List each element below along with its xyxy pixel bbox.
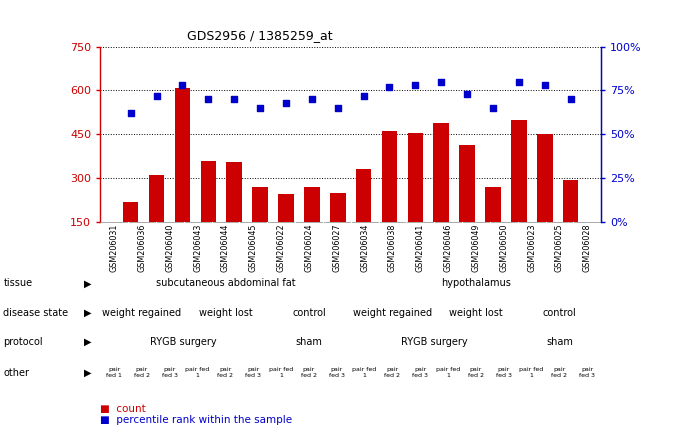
Text: control: control [292, 308, 326, 317]
Point [410, 82, 421, 89]
Bar [485, 187, 501, 266]
Bar [408, 133, 423, 266]
Text: GSM206044: GSM206044 [221, 224, 230, 272]
Text: GSM206022: GSM206022 [276, 224, 285, 273]
Point [513, 78, 524, 85]
Text: GSM206025: GSM206025 [555, 224, 564, 273]
Bar [252, 187, 268, 266]
Point [306, 96, 317, 103]
Text: tissue: tissue [3, 278, 32, 288]
Bar [227, 162, 242, 266]
Text: weight regained: weight regained [102, 308, 182, 317]
Text: pair fed
1: pair fed 1 [269, 367, 293, 378]
Bar [200, 161, 216, 266]
Point [487, 104, 498, 111]
Text: pair
fed 3: pair fed 3 [162, 367, 178, 378]
Text: control: control [542, 308, 576, 317]
Bar [149, 175, 164, 266]
Point [436, 78, 447, 85]
Text: weight lost: weight lost [198, 308, 252, 317]
Text: GSM206045: GSM206045 [249, 224, 258, 272]
Text: GSM206028: GSM206028 [583, 224, 591, 272]
Point [358, 92, 369, 99]
Point [254, 104, 265, 111]
Text: GSM206027: GSM206027 [332, 224, 341, 273]
Point [229, 96, 240, 103]
Text: GSM206049: GSM206049 [471, 224, 480, 272]
Point [177, 82, 188, 89]
Text: pair
fed 2: pair fed 2 [301, 367, 317, 378]
Bar [537, 135, 553, 266]
Text: pair fed
1: pair fed 1 [520, 367, 544, 378]
Text: pair
fed 3: pair fed 3 [245, 367, 261, 378]
Text: pair fed
1: pair fed 1 [352, 367, 377, 378]
Text: GDS2956 / 1385259_at: GDS2956 / 1385259_at [187, 29, 332, 42]
Text: ■  count: ■ count [100, 404, 146, 414]
Text: GSM206040: GSM206040 [165, 224, 174, 272]
Text: weight lost: weight lost [449, 308, 503, 317]
Bar [433, 123, 449, 266]
Text: RYGB surgery: RYGB surgery [151, 337, 217, 347]
Text: pair
fed 2: pair fed 2 [134, 367, 150, 378]
Text: pair
fed 2: pair fed 2 [218, 367, 234, 378]
Text: pair fed
1: pair fed 1 [185, 367, 210, 378]
Text: pair
fed 1: pair fed 1 [106, 367, 122, 378]
Text: ■  percentile rank within the sample: ■ percentile rank within the sample [100, 415, 292, 425]
Text: sham: sham [546, 337, 573, 347]
Point [462, 91, 473, 98]
Text: ▶: ▶ [84, 278, 91, 288]
Text: pair
fed 2: pair fed 2 [384, 367, 400, 378]
Text: sham: sham [296, 337, 323, 347]
Point [539, 82, 550, 89]
Point [384, 83, 395, 91]
Text: hypothalamus: hypothalamus [441, 278, 511, 288]
Bar [330, 193, 346, 266]
Point [281, 99, 292, 106]
Point [151, 92, 162, 99]
Text: pair
fed 3: pair fed 3 [413, 367, 428, 378]
Bar [304, 187, 320, 266]
Text: pair
fed 2: pair fed 2 [551, 367, 567, 378]
Bar [460, 145, 475, 266]
Text: GSM206036: GSM206036 [138, 224, 146, 272]
Text: protocol: protocol [3, 337, 43, 347]
Text: GSM206046: GSM206046 [444, 224, 453, 272]
Bar [278, 194, 294, 266]
Text: GSM206050: GSM206050 [500, 224, 509, 272]
Bar [511, 120, 527, 266]
Bar [356, 170, 371, 266]
Text: pair
fed 3: pair fed 3 [579, 367, 595, 378]
Text: pair
fed 3: pair fed 3 [495, 367, 512, 378]
Text: GSM206038: GSM206038 [388, 224, 397, 272]
Bar [175, 87, 190, 266]
Point [203, 96, 214, 103]
Text: GSM206034: GSM206034 [360, 224, 369, 272]
Text: GSM206043: GSM206043 [193, 224, 202, 272]
Text: other: other [3, 368, 30, 378]
Text: pair fed
1: pair fed 1 [436, 367, 460, 378]
Point [565, 96, 576, 103]
Text: GSM206031: GSM206031 [110, 224, 119, 272]
Text: ▶: ▶ [84, 308, 91, 317]
Text: pair
fed 2: pair fed 2 [468, 367, 484, 378]
Text: ▶: ▶ [84, 368, 91, 378]
Point [125, 110, 136, 117]
Text: GSM206041: GSM206041 [416, 224, 425, 272]
Text: RYGB surgery: RYGB surgery [401, 337, 468, 347]
Text: GSM206024: GSM206024 [305, 224, 314, 272]
Bar [381, 131, 397, 266]
Bar [123, 202, 138, 266]
Text: ▶: ▶ [84, 337, 91, 347]
Text: weight regained: weight regained [353, 308, 432, 317]
Text: pair
fed 3: pair fed 3 [329, 367, 345, 378]
Point [332, 104, 343, 111]
Text: disease state: disease state [3, 308, 68, 317]
Text: subcutaneous abdominal fat: subcutaneous abdominal fat [155, 278, 295, 288]
Bar [563, 180, 578, 266]
Text: GSM206023: GSM206023 [527, 224, 536, 272]
